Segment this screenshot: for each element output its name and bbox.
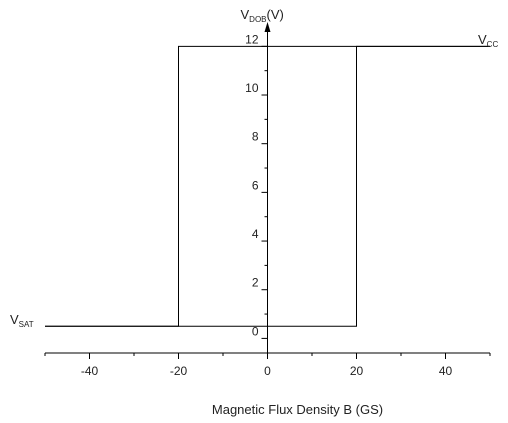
annotation-vcc-sub: CC <box>487 40 499 49</box>
y-tick-label: 12 <box>245 32 259 46</box>
x-axis-label: Magnetic Flux Density B (GS) <box>212 402 383 417</box>
y-tick-label: 4 <box>252 227 259 241</box>
x-tick-label: 40 <box>439 364 453 378</box>
series-group <box>45 45 490 327</box>
labels-group: VDOB(V)Magnetic Flux Density B (GS)VCCVS… <box>10 7 498 417</box>
y-tick-label: 2 <box>252 276 259 290</box>
x-tick-label: -40 <box>81 364 99 378</box>
x-tick-label: 20 <box>350 364 364 378</box>
y-axis-label-main: V <box>241 7 250 22</box>
y-axis-label-sub: DOB <box>249 15 266 24</box>
y-axis-label: VDOB(V) <box>241 7 284 24</box>
y-tick-label: 0 <box>252 324 259 338</box>
y-axis-label-suffix: (V) <box>267 7 284 22</box>
x-tick-label: 0 <box>264 364 271 378</box>
y-tick-label: 10 <box>245 81 259 95</box>
annotation-vsat-sub: SAT <box>19 320 34 329</box>
annotation-vcc-main: V <box>478 32 487 47</box>
series-line-1 <box>45 45 490 327</box>
annotation-vsat-main: V <box>10 312 19 327</box>
y-tick-label: 8 <box>252 130 259 144</box>
x-tick-label: -20 <box>170 364 188 378</box>
axes: -40 -20 0 20 40 0 2 4 6 8 10 12 <box>44 22 491 378</box>
y-tick-label: 6 <box>252 178 259 192</box>
annotation-vcc: VCC <box>478 32 498 49</box>
annotation-vsat: VSAT <box>10 312 34 329</box>
y-axis-arrow <box>264 22 271 32</box>
